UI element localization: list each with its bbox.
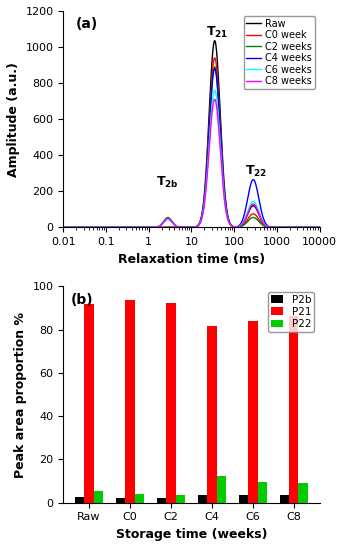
C8 weeks xyxy=(106,224,110,231)
Raw xyxy=(213,37,217,44)
Raw xyxy=(285,224,289,231)
C2 weeks xyxy=(313,224,317,231)
C4 weeks xyxy=(106,224,110,231)
X-axis label: Relaxation time (ms): Relaxation time (ms) xyxy=(118,253,265,266)
Legend: Raw, C0 week, C2 weeks, C4 weeks, C6 weeks, C8 weeks: Raw, C0 week, C2 weeks, C4 weeks, C6 wee… xyxy=(244,16,315,89)
Bar xyxy=(248,321,258,503)
Y-axis label: Peak area proportion %: Peak area proportion % xyxy=(14,312,27,477)
C2 weeks xyxy=(61,224,65,231)
Bar xyxy=(84,304,94,503)
Bar xyxy=(125,300,135,503)
C2 weeks xyxy=(171,219,175,225)
Bar xyxy=(217,476,226,503)
C0 week xyxy=(285,224,289,231)
Text: $\mathbf{T_{22}}$: $\mathbf{T_{22}}$ xyxy=(245,164,267,179)
C6 weeks xyxy=(106,224,110,231)
C6 weeks xyxy=(213,87,217,94)
Raw xyxy=(318,224,322,231)
C4 weeks xyxy=(318,224,322,231)
C6 weeks xyxy=(160,221,164,228)
Text: (a): (a) xyxy=(76,18,98,31)
Bar xyxy=(166,302,176,503)
C8 weeks xyxy=(61,224,65,231)
Bar xyxy=(75,498,84,503)
C0 week xyxy=(90,224,95,231)
Line: C6 weeks: C6 weeks xyxy=(63,90,320,227)
C8 weeks xyxy=(213,96,217,102)
Bar xyxy=(239,495,248,503)
Bar xyxy=(176,494,185,503)
C4 weeks xyxy=(90,224,95,231)
Text: (b): (b) xyxy=(71,293,94,307)
C4 weeks xyxy=(171,220,175,226)
Line: C2 weeks: C2 weeks xyxy=(63,67,320,227)
Legend: P2b, P21, P22: P2b, P21, P22 xyxy=(268,292,314,332)
C2 weeks xyxy=(213,64,217,70)
C0 week xyxy=(160,224,164,231)
C8 weeks xyxy=(313,224,317,231)
Bar xyxy=(94,491,103,503)
Line: Raw: Raw xyxy=(63,41,320,227)
C8 weeks xyxy=(160,221,164,227)
C4 weeks xyxy=(313,224,317,231)
C0 week xyxy=(313,224,317,231)
Text: $\mathbf{T_{2b}}$: $\mathbf{T_{2b}}$ xyxy=(156,175,179,190)
Line: C8 weeks: C8 weeks xyxy=(63,99,320,227)
Text: $\mathbf{T_{21}}$: $\mathbf{T_{21}}$ xyxy=(206,25,228,41)
Bar xyxy=(157,498,166,503)
C6 weeks xyxy=(313,224,317,231)
C6 weeks xyxy=(318,224,322,231)
Raw xyxy=(160,224,164,231)
C2 weeks xyxy=(106,224,110,231)
C2 weeks xyxy=(285,224,289,231)
C0 week xyxy=(61,224,65,231)
X-axis label: Storage time (weeks): Storage time (weeks) xyxy=(116,528,267,541)
C0 week xyxy=(171,224,175,231)
Bar xyxy=(198,495,207,503)
C2 weeks xyxy=(318,224,322,231)
Raw xyxy=(313,224,317,231)
C0 week xyxy=(318,224,322,231)
C8 weeks xyxy=(318,224,322,231)
C0 week xyxy=(213,55,217,61)
Bar xyxy=(207,327,217,503)
Y-axis label: Amplitude (a.u.): Amplitude (a.u.) xyxy=(7,62,20,176)
Bar xyxy=(258,482,267,503)
C2 weeks xyxy=(90,224,95,231)
Raw xyxy=(90,224,95,231)
C6 weeks xyxy=(171,220,175,226)
C0 week xyxy=(106,224,110,231)
Raw xyxy=(61,224,65,231)
Bar xyxy=(299,483,308,503)
C6 weeks xyxy=(61,224,65,231)
Bar xyxy=(289,316,299,503)
Line: C4 weeks: C4 weeks xyxy=(63,68,320,227)
Bar xyxy=(280,495,289,503)
C4 weeks xyxy=(285,224,289,231)
C8 weeks xyxy=(171,219,175,226)
Raw xyxy=(106,224,110,231)
C4 weeks xyxy=(213,65,217,72)
C6 weeks xyxy=(285,224,289,231)
Bar xyxy=(116,498,125,503)
C8 weeks xyxy=(90,224,95,231)
Line: C0 week: C0 week xyxy=(63,58,320,227)
Raw xyxy=(171,224,175,231)
Bar xyxy=(135,494,144,503)
C6 weeks xyxy=(90,224,95,231)
C8 weeks xyxy=(285,224,289,231)
C4 weeks xyxy=(61,224,65,231)
C4 weeks xyxy=(160,221,164,228)
C2 weeks xyxy=(160,221,164,227)
